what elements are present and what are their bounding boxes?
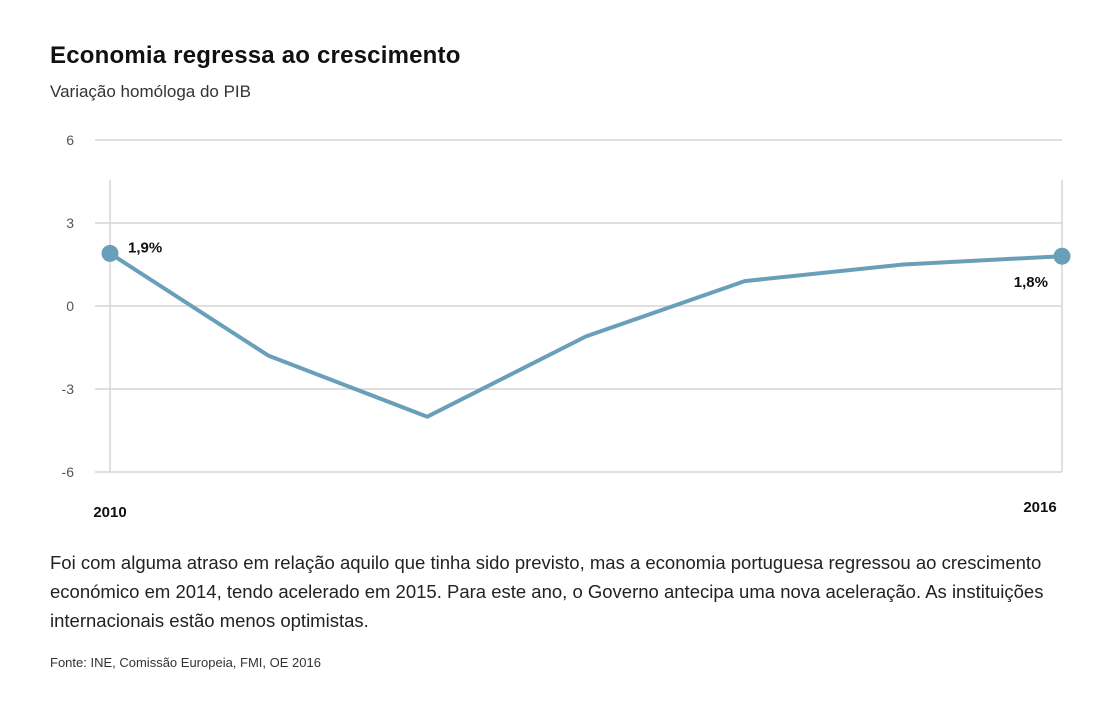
y-tick-label: 6	[66, 132, 74, 148]
x-tick-label: 2016	[1023, 499, 1056, 516]
data-point-start	[101, 244, 119, 262]
chart-subtitle: Variação homóloga do PIB	[50, 82, 251, 101]
y-tick-label: 3	[66, 215, 74, 231]
series-line	[108, 251, 1064, 419]
data-point-end	[1053, 247, 1071, 265]
body-text: Foi com alguma atraso em relação aquilo …	[50, 552, 1044, 631]
source-note: Fonte: INE, Comissão Europeia, FMI, OE 2…	[50, 655, 321, 670]
line-chart: 6 3 0 -3 -6 2010 2016 1,9% 1,8%	[62, 132, 1071, 521]
data-label-start: 1,9%	[128, 239, 162, 256]
data-label-end: 1,8%	[1014, 274, 1048, 291]
chart-title: Economia regressa ao crescimento	[50, 42, 461, 69]
x-tick-label: 2010	[93, 504, 126, 521]
y-tick-label: -3	[62, 381, 75, 397]
y-tick-label: 0	[66, 298, 74, 314]
y-tick-label: -6	[62, 464, 75, 480]
